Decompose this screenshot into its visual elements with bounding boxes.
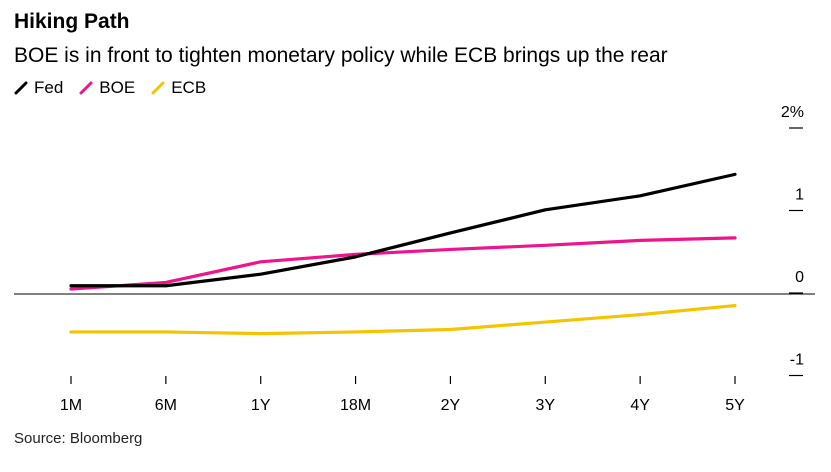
x-tick-label: 6M [155,397,177,414]
chart-subtitle: BOE is in front to tighten monetary poli… [14,44,668,67]
x-tick-label: 1Y [251,397,271,414]
x-tick-label: 1M [60,397,82,414]
series-line-fed [69,172,737,288]
legend-item-fed: Fed [14,78,63,98]
source-note: Source: Bloomberg [14,430,143,447]
series-line-boe [69,236,737,291]
x-tick-label: 3Y [535,397,555,414]
legend-label-fed: Fed [34,78,64,97]
legend-swatch-boe [79,81,93,95]
series-line-ecb [69,303,737,336]
y-tick-label: 2% [781,104,804,121]
y-tick-label: -1 [790,352,804,369]
y-tick-label: 1 [795,187,804,204]
legend-label-boe: BOE [99,78,136,97]
legend-label-ecb: ECB [171,78,207,97]
legend-item-ecb: ECB [151,78,206,98]
x-tick-label: 2Y [441,397,461,414]
chart-title: Hiking Path [14,10,130,33]
legend: Fed BOE ECB [14,78,222,98]
x-tick-label: 5Y [725,397,745,414]
x-tick-label: 4Y [630,397,650,414]
legend-item-boe: BOE [79,78,135,98]
legend-swatch-ecb [151,81,165,95]
legend-swatch-fed [14,81,28,95]
x-tick-label: 18M [340,397,371,414]
y-tick-label: 0 [795,269,804,286]
